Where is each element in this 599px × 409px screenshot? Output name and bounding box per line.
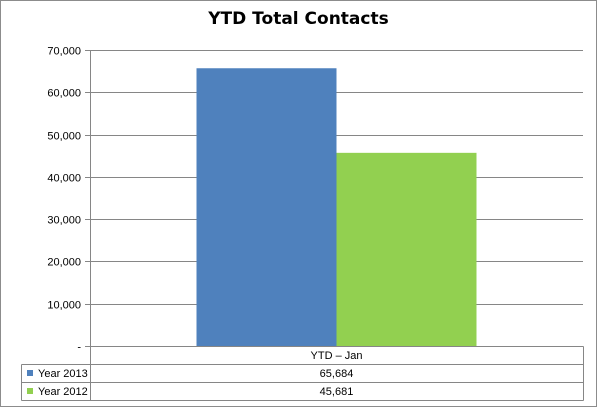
chart-title: YTD Total Contacts	[208, 9, 389, 29]
legend-key	[27, 370, 33, 376]
y-tick-label: 70,000	[47, 46, 81, 58]
y-tick-label: 20,000	[47, 257, 81, 269]
y-tick-label: -	[77, 342, 81, 354]
data-table: YTD – Jan Year 2013 65,684 Year 2012 45,681	[21, 346, 584, 401]
y-tick-label: 60,000	[47, 88, 81, 100]
x-category-label: YTD – Jan	[311, 350, 363, 362]
axis-layer: - 10,000 20,000 30,000 40,000 50,000 60,000 70,…	[47, 46, 91, 400]
legend-label: Year 2013	[38, 368, 88, 380]
legend-label: Year 2012	[38, 386, 88, 398]
y-tick-label: 50,000	[47, 131, 81, 143]
y-tick-label: 30,000	[47, 215, 81, 227]
bar	[336, 152, 477, 346]
bar	[196, 68, 337, 346]
legend-key	[27, 388, 33, 394]
data-table-value: 65,684	[320, 368, 354, 380]
y-tick-label: 40,000	[47, 173, 81, 185]
data-table-value: 45,681	[320, 386, 354, 398]
y-tick-label: 10,000	[47, 300, 81, 312]
bar-layer	[196, 68, 477, 346]
